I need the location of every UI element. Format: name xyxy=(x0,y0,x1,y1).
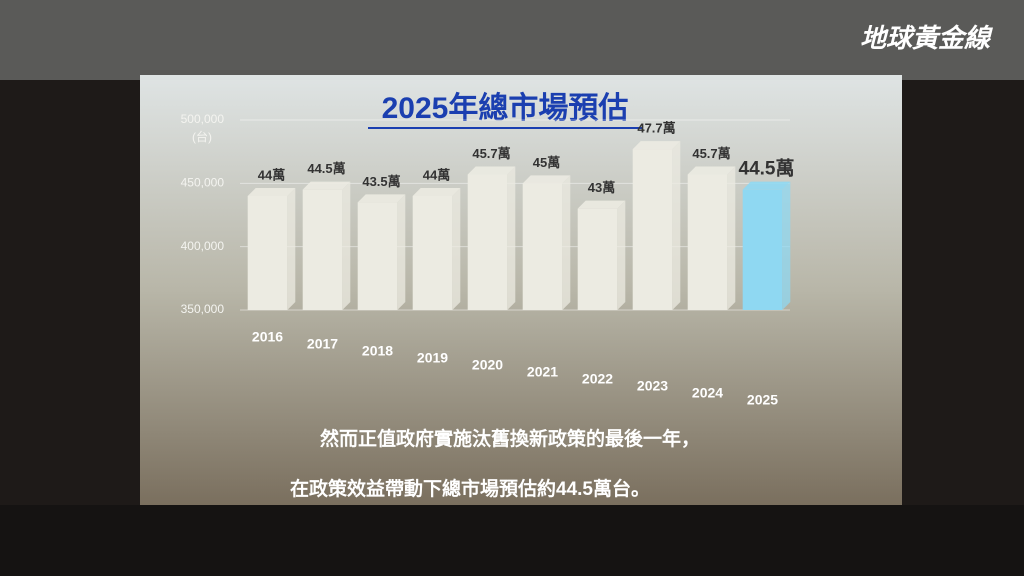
bar-side xyxy=(452,188,461,310)
bar-side xyxy=(672,141,681,310)
bar xyxy=(467,174,508,310)
bar xyxy=(687,174,728,310)
value-label: 43.5萬 xyxy=(362,174,400,189)
x-tick-label: 2024 xyxy=(692,385,723,401)
bar-side xyxy=(507,166,516,310)
bar-top xyxy=(742,181,791,190)
bar-top xyxy=(247,188,296,196)
caption: 然而正值政府實施汰舊換新政策的最後一年， xyxy=(320,427,700,450)
y-tick-label: 500,000 xyxy=(181,112,225,126)
bar xyxy=(247,196,288,310)
y-tick-label: 400,000 xyxy=(181,239,225,253)
x-tick-label: 2019 xyxy=(417,350,448,366)
x-tick-label: 2025 xyxy=(747,392,778,408)
bar-top xyxy=(632,141,681,150)
bar-side xyxy=(617,200,626,310)
bar-side xyxy=(397,194,406,310)
caption: 在政策效益帶動下總市場預估約44.5萬台。 xyxy=(290,477,650,500)
x-tick-label: 2016 xyxy=(252,329,283,345)
bar-top xyxy=(522,175,571,184)
x-tick-label: 2022 xyxy=(582,371,613,387)
bar xyxy=(632,149,673,310)
bar-side xyxy=(562,175,571,310)
bar xyxy=(577,208,618,310)
value-label: 45.7萬 xyxy=(472,146,510,161)
y-unit: (台) xyxy=(192,129,212,144)
bar-top xyxy=(687,166,736,175)
bar-side xyxy=(727,166,736,310)
y-tick-label: 350,000 xyxy=(181,302,225,316)
audience xyxy=(0,505,1024,576)
bar xyxy=(742,189,783,310)
value-label: 47.7萬 xyxy=(637,121,675,136)
value-label: 44萬 xyxy=(423,167,450,182)
bar xyxy=(412,196,453,310)
chart-title: 2025年總市場預估 xyxy=(382,91,629,125)
y-tick-label: 450,000 xyxy=(181,176,225,190)
x-tick-label: 2020 xyxy=(472,357,503,373)
value-label: 45萬 xyxy=(533,155,560,170)
value-label: 45.7萬 xyxy=(692,146,730,161)
bar-side xyxy=(287,188,296,310)
watermark: 地球黃金線 xyxy=(860,23,993,53)
bar-side xyxy=(342,181,351,310)
bar xyxy=(522,183,563,310)
value-label: 44.5萬 xyxy=(307,161,345,176)
bar-top xyxy=(302,181,351,190)
value-label: 44萬 xyxy=(258,167,285,182)
ceiling xyxy=(0,0,1024,80)
bar-top xyxy=(467,166,516,175)
x-tick-label: 2018 xyxy=(362,343,393,359)
bar-top xyxy=(357,194,406,203)
value-label: 43萬 xyxy=(588,180,615,195)
bar-side xyxy=(782,181,791,310)
bar-top xyxy=(577,200,626,209)
x-tick-label: 2017 xyxy=(307,336,338,352)
x-tick-label: 2023 xyxy=(637,378,668,394)
bar-top xyxy=(412,188,461,196)
x-tick-label: 2021 xyxy=(527,364,558,380)
value-label: 44.5萬 xyxy=(739,158,795,180)
bar xyxy=(302,189,343,310)
bar xyxy=(357,202,398,310)
